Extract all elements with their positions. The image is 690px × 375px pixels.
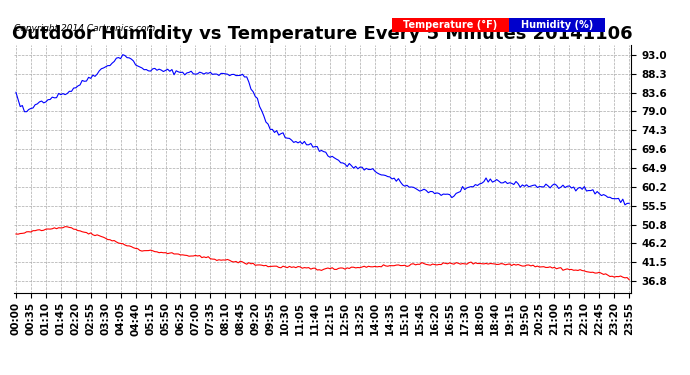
Text: Temperature (°F): Temperature (°F) [403, 20, 497, 30]
Title: Outdoor Humidity vs Temperature Every 5 Minutes 20141106: Outdoor Humidity vs Temperature Every 5 … [12, 26, 633, 44]
FancyBboxPatch shape [509, 18, 605, 32]
FancyBboxPatch shape [392, 18, 509, 32]
Text: Copyright 2014 Cartronics.com: Copyright 2014 Cartronics.com [14, 24, 156, 33]
Text: Humidity (%): Humidity (%) [520, 20, 593, 30]
